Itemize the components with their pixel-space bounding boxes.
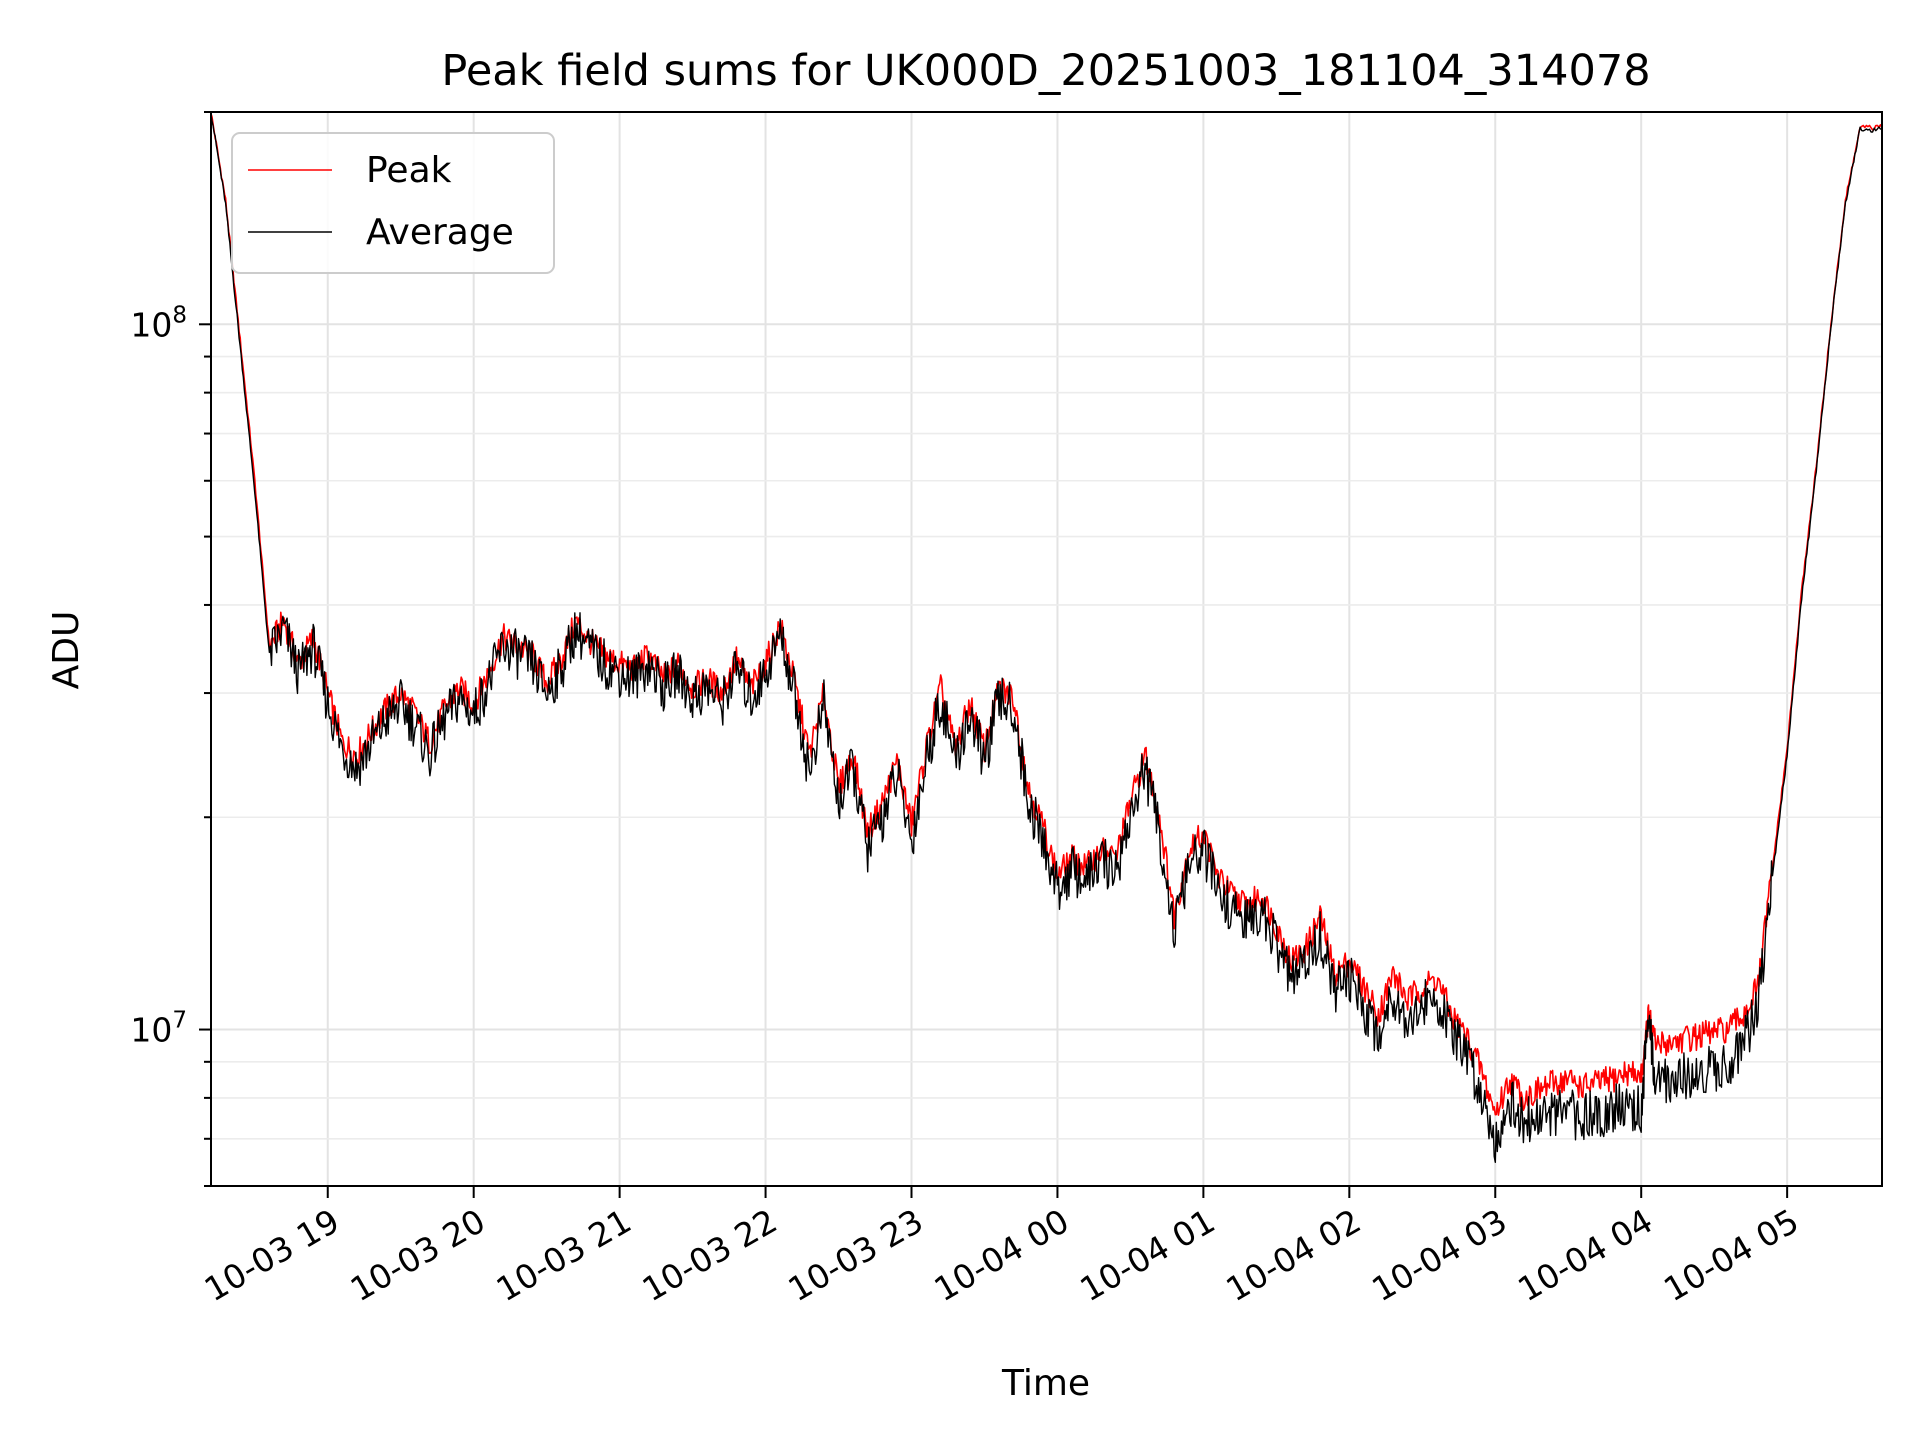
x-tick-label: 10-04 01 [1073,1201,1221,1309]
x-tick-label: 10-03 20 [344,1201,492,1309]
chart-title: Peak field sums for UK000D_20251003_1811… [441,46,1650,96]
y-axis-label: ADU [46,611,87,690]
x-tick-label: 10-04 02 [1219,1201,1367,1309]
legend-label-peak: Peak [366,150,452,191]
x-tick-label: 10-04 00 [927,1201,1075,1309]
x-tick-label: 10-04 05 [1657,1201,1805,1309]
series-layer [210,113,1883,1163]
x-tick-label: 10-04 04 [1511,1201,1659,1309]
series-line-average [210,114,1883,1163]
legend-label-average: Average [366,212,514,253]
legend-box [231,132,555,274]
x-tick-label: 10-03 22 [636,1201,784,1309]
x-tick-label: 10-03 19 [198,1201,346,1309]
legend: Peak Average [231,132,555,274]
x-tick-label: 10-03 23 [782,1201,930,1309]
y-axis-ticks: 107 108 [130,111,211,1187]
plot-frame [210,111,1883,1187]
series-line-peak [210,113,1883,1116]
x-axis-label: Time [1001,1363,1090,1404]
y-tick-label: 108 [130,302,187,344]
x-tick-label: 10-04 03 [1365,1201,1513,1309]
x-tick-label: 10-03 21 [490,1201,638,1309]
y-tick-label: 107 [130,1008,187,1050]
